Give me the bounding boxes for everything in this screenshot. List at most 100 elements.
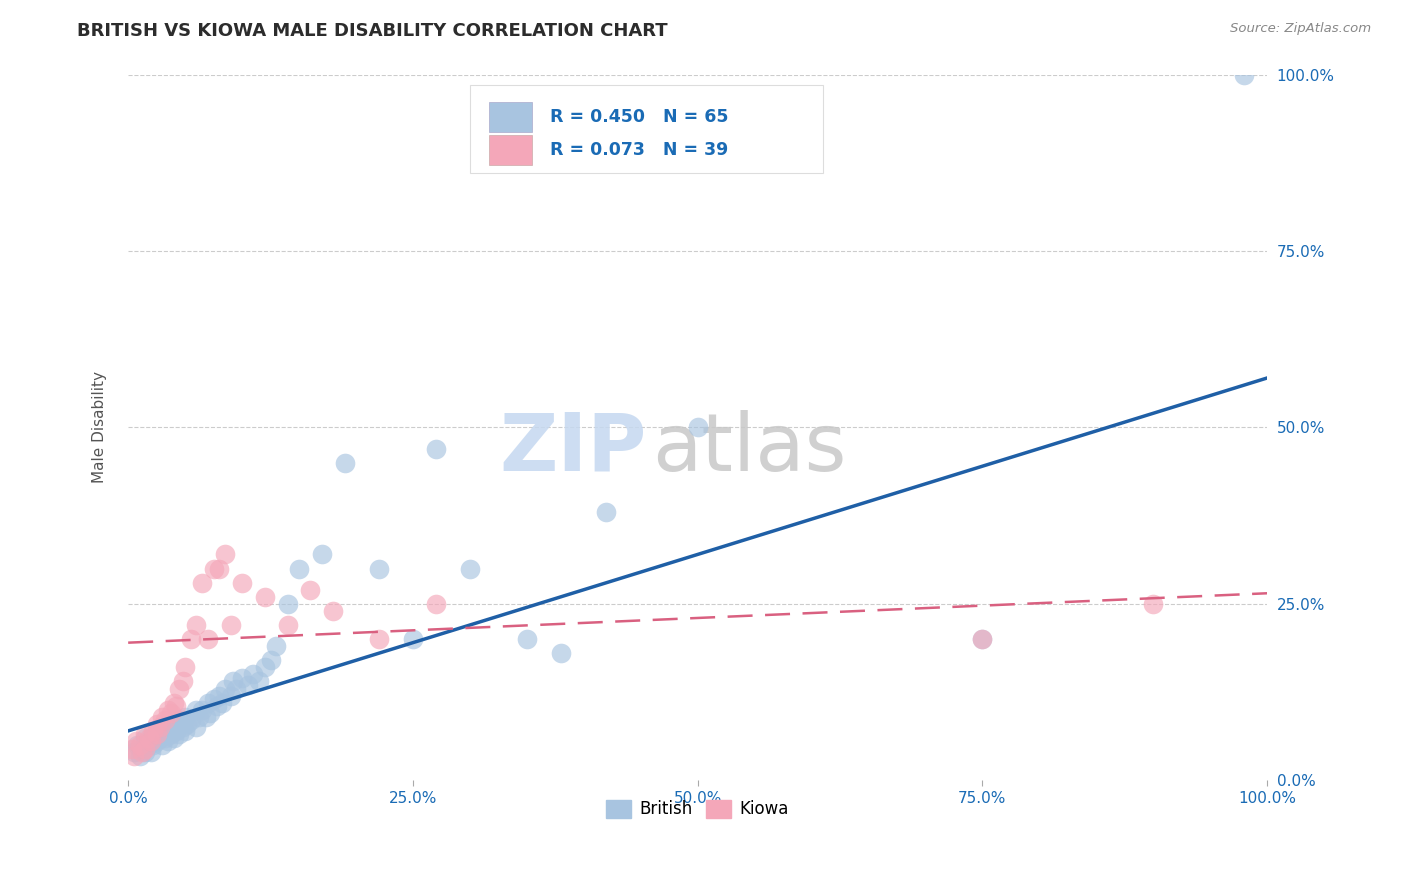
Point bbox=[174, 723, 197, 738]
Point bbox=[214, 548, 236, 562]
Point bbox=[191, 575, 214, 590]
Point bbox=[138, 738, 160, 752]
Point bbox=[205, 699, 228, 714]
Point bbox=[139, 731, 162, 745]
Point bbox=[458, 561, 481, 575]
Point bbox=[180, 632, 202, 647]
Point bbox=[277, 597, 299, 611]
Point bbox=[163, 716, 186, 731]
Point bbox=[1142, 597, 1164, 611]
Point bbox=[208, 689, 231, 703]
FancyBboxPatch shape bbox=[470, 85, 823, 173]
Point bbox=[128, 738, 150, 752]
Point bbox=[125, 734, 148, 748]
Point bbox=[247, 674, 270, 689]
Point bbox=[157, 720, 180, 734]
Point bbox=[169, 714, 191, 728]
Point bbox=[142, 738, 165, 752]
Point bbox=[253, 660, 276, 674]
Point bbox=[172, 720, 194, 734]
Text: atlas: atlas bbox=[652, 409, 846, 488]
Point bbox=[253, 590, 276, 604]
Point bbox=[311, 548, 333, 562]
Point bbox=[1233, 68, 1256, 82]
Point bbox=[149, 731, 172, 745]
Point bbox=[163, 696, 186, 710]
FancyBboxPatch shape bbox=[489, 102, 533, 132]
Point bbox=[149, 720, 172, 734]
Point bbox=[160, 706, 183, 721]
Point bbox=[142, 723, 165, 738]
Point bbox=[186, 720, 208, 734]
Point bbox=[277, 618, 299, 632]
Point bbox=[165, 723, 187, 738]
Point bbox=[202, 561, 225, 575]
Point bbox=[198, 706, 221, 721]
Point bbox=[333, 456, 356, 470]
Point bbox=[139, 734, 162, 748]
Point bbox=[131, 745, 153, 759]
Point bbox=[127, 738, 149, 752]
Point bbox=[138, 731, 160, 745]
Point bbox=[172, 674, 194, 689]
Point bbox=[121, 741, 143, 756]
Point bbox=[595, 505, 617, 519]
Point bbox=[197, 696, 219, 710]
Point bbox=[134, 727, 156, 741]
Point bbox=[516, 632, 538, 647]
Point bbox=[180, 714, 202, 728]
Point bbox=[197, 632, 219, 647]
Point bbox=[128, 748, 150, 763]
Point bbox=[134, 731, 156, 745]
Point bbox=[222, 674, 245, 689]
Point bbox=[425, 597, 447, 611]
Point bbox=[231, 671, 253, 685]
Point bbox=[145, 727, 167, 741]
Point bbox=[242, 667, 264, 681]
Point bbox=[134, 745, 156, 759]
Point bbox=[211, 696, 233, 710]
Text: R = 0.450   N = 65: R = 0.450 N = 65 bbox=[550, 108, 728, 126]
Point bbox=[176, 716, 198, 731]
Point bbox=[174, 660, 197, 674]
Point bbox=[322, 604, 344, 618]
Point bbox=[972, 632, 994, 647]
Point bbox=[299, 582, 322, 597]
Point bbox=[686, 420, 709, 434]
Point bbox=[150, 710, 173, 724]
Point bbox=[145, 716, 167, 731]
Y-axis label: Male Disability: Male Disability bbox=[93, 371, 107, 483]
Point bbox=[972, 632, 994, 647]
Point bbox=[202, 692, 225, 706]
Point bbox=[169, 681, 191, 696]
Point bbox=[139, 745, 162, 759]
Point bbox=[236, 678, 259, 692]
Text: BRITISH VS KIOWA MALE DISABILITY CORRELATION CHART: BRITISH VS KIOWA MALE DISABILITY CORRELA… bbox=[77, 22, 668, 40]
Legend: British, Kiowa: British, Kiowa bbox=[599, 793, 796, 825]
Point bbox=[367, 632, 389, 647]
Point bbox=[186, 618, 208, 632]
Point bbox=[425, 442, 447, 456]
Point bbox=[219, 689, 242, 703]
Point bbox=[367, 561, 389, 575]
Point bbox=[122, 745, 145, 759]
Point bbox=[145, 723, 167, 738]
Point bbox=[208, 561, 231, 575]
Point bbox=[214, 681, 236, 696]
Point bbox=[225, 681, 247, 696]
Point bbox=[153, 731, 176, 745]
Point bbox=[186, 703, 208, 717]
Point bbox=[264, 639, 287, 653]
Point bbox=[231, 575, 253, 590]
Point bbox=[134, 741, 156, 756]
Point bbox=[187, 710, 209, 724]
Point bbox=[150, 738, 173, 752]
Point bbox=[165, 699, 187, 714]
Point bbox=[122, 748, 145, 763]
Point bbox=[194, 710, 217, 724]
Point bbox=[157, 703, 180, 717]
Point bbox=[163, 731, 186, 745]
Point bbox=[550, 646, 572, 660]
Point bbox=[160, 727, 183, 741]
Point bbox=[219, 618, 242, 632]
